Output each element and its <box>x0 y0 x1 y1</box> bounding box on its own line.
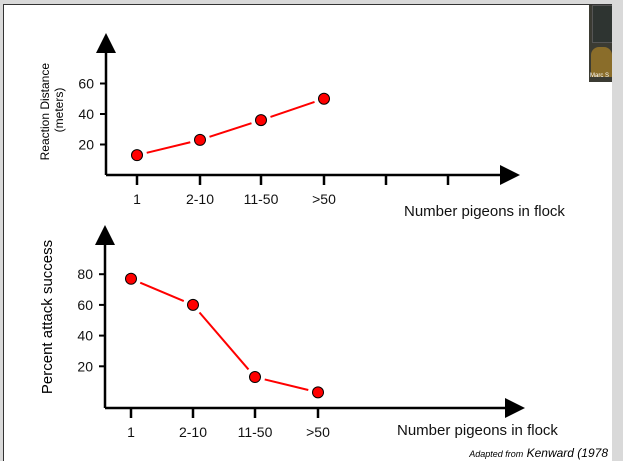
y-axis-label: Reaction Distance (meters) <box>38 60 66 161</box>
webcam-person <box>591 47 612 77</box>
attack-success-chart: Number pigeons in flock Percent attack s… <box>39 225 558 440</box>
y-tick-label: 40 <box>78 106 94 122</box>
y-tick-label: 80 <box>77 266 93 282</box>
y-tick-label: 40 <box>77 328 93 344</box>
webcam-name: Marc S <box>590 73 610 79</box>
series-line-segment <box>198 311 250 371</box>
x-tick-label: >50 <box>306 424 330 440</box>
x-tick-label: 11-50 <box>244 191 279 207</box>
x-tick-label: 1 <box>133 191 141 207</box>
x-tick-label: >50 <box>312 191 336 207</box>
x-axis-label: Number pigeons in flock <box>404 203 565 220</box>
x-tick-label: 11-50 <box>238 424 273 440</box>
series-line-segment <box>209 122 252 138</box>
x-tick-label: 2-10 <box>179 424 207 440</box>
data-point <box>312 386 324 399</box>
data-point <box>125 272 137 285</box>
data-point <box>194 133 206 146</box>
data-point <box>187 298 199 311</box>
series-line-segment <box>264 378 309 391</box>
webcam-background <box>592 5 612 43</box>
citation: Adapted from Kenward (1978 <box>468 446 608 460</box>
x-tick-label: 2-10 <box>186 191 214 207</box>
webcam-thumbnail[interactable]: Marc S <box>589 5 612 82</box>
y-tick-label: 20 <box>78 137 94 153</box>
y-tick-label: 60 <box>78 76 94 92</box>
x-axis-label: Number pigeons in flock <box>397 422 558 439</box>
reaction-distance-chart: Number pigeons in flock Reaction Distanc… <box>38 33 565 220</box>
y-tick-label: 60 <box>77 297 93 313</box>
series-line-segment <box>139 281 185 302</box>
x-tick-label: 1 <box>127 424 135 440</box>
data-point <box>318 92 330 105</box>
series-line-segment <box>146 141 191 154</box>
y-axis-label: Percent attack success <box>39 240 56 394</box>
y-tick-label: 20 <box>77 358 93 374</box>
data-point <box>255 114 267 127</box>
data-point <box>131 149 143 162</box>
data-point <box>249 371 261 384</box>
series-line-segment <box>270 101 315 118</box>
